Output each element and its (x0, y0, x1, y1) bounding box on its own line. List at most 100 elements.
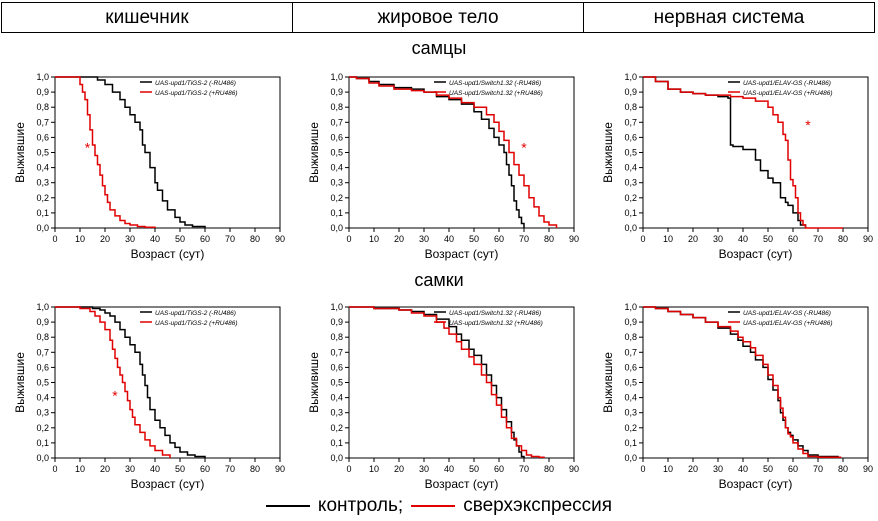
y-tick-label: 0,4 (36, 163, 49, 173)
overexpression-survival-curve (349, 306, 545, 458)
y-tick-label: 0,8 (330, 102, 343, 112)
y-tick-label: 0,6 (330, 362, 343, 372)
control-survival-curve (55, 306, 206, 458)
y-tick-label: 0,1 (36, 208, 49, 218)
overexpression-survival-curve (643, 76, 843, 229)
x-tick-label: 70 (813, 464, 823, 474)
plot-frame (642, 306, 869, 459)
survival-plot-svg: 0 10 20 30 40 50 60 70 80 90 0,0 0,1 0,2 0,3 0,4 0,5 0,6… (601, 72, 873, 261)
x-tick-label: 10 (75, 464, 85, 474)
x-tick-label: 40 (150, 464, 160, 474)
control-survival-curve (349, 306, 525, 458)
x-tick-label: 60 (788, 234, 798, 244)
x-tick-label: 20 (688, 464, 698, 474)
y-axis-label: Выжившие (601, 122, 615, 183)
y-tick-label: 1,0 (624, 302, 637, 312)
y-tick-label: 0,0 (36, 453, 49, 463)
y-tick-label: 0,8 (36, 102, 49, 112)
x-tick-label: 0 (52, 464, 57, 474)
y-tick-label: 0,4 (624, 163, 637, 173)
y-tick-label: 0,2 (330, 423, 343, 433)
control-legend-label: контроль; (317, 495, 404, 516)
x-tick-label: 90 (863, 234, 873, 244)
y-tick-label: 0,2 (624, 423, 637, 433)
y-axis-label: Выжившие (601, 352, 615, 413)
x-tick-label: 50 (175, 234, 185, 244)
x-tick-label: 50 (469, 464, 479, 474)
chart-female-fat-body: 0 10 20 30 40 50 60 70 80 90 0,0 0,1 0,2 0,3 0,4 0,5 0,6… (294, 292, 584, 497)
y-tick-label: 0,5 (624, 148, 637, 158)
y-tick-label: 0,9 (624, 87, 637, 97)
y-tick-label: 0,3 (330, 178, 343, 188)
x-tick-label: 60 (200, 464, 210, 474)
y-tick-label: 0,7 (624, 117, 637, 127)
y-tick-label: 0,6 (330, 132, 343, 142)
x-tick-label: 70 (225, 464, 235, 474)
y-tick-label: 0,2 (36, 423, 49, 433)
survival-plot-svg: 0 10 20 30 40 50 60 70 80 90 0,0 0,1 0,2 0,3 0,4 0,5 0,6… (307, 72, 579, 261)
legend-entry: UAS-upd1/Switch1.32 (-RU486) (449, 310, 541, 317)
y-tick-label: 0,3 (624, 408, 637, 418)
control-survival-curve (643, 306, 839, 458)
y-tick-label: 0,2 (36, 193, 49, 203)
significance-asterisk: * (521, 140, 527, 156)
x-tick-label: 60 (494, 464, 504, 474)
x-tick-label: 90 (863, 464, 873, 474)
x-tick-label: 10 (369, 234, 379, 244)
survival-plot-svg: 0 10 20 30 40 50 60 70 80 90 0,0 0,1 0,2 0,3 0,4 0,5 0,6… (601, 302, 873, 491)
x-tick-label: 50 (763, 234, 773, 244)
x-tick-label: 30 (125, 464, 135, 474)
x-tick-label: 30 (125, 234, 135, 244)
y-tick-label: 1,0 (36, 72, 49, 82)
legend-entry: UAS-upd1/TiGS-2 (+RU486) (155, 90, 238, 97)
overexpression-legend-label: сверхэкспрессия (463, 495, 613, 516)
x-tick-label: 10 (663, 234, 673, 244)
x-tick-label: 40 (738, 234, 748, 244)
y-tick-label: 0,1 (36, 438, 49, 448)
y-tick-label: 1,0 (36, 302, 49, 312)
legend-entry: UAS-upd1/ELAV-GS (+RU486) (743, 90, 833, 97)
y-tick-label: 0,5 (330, 378, 343, 388)
header-nervous-system: нервная система (583, 3, 874, 32)
control-survival-curve (349, 76, 525, 228)
y-tick-label: 0,6 (624, 362, 637, 372)
y-tick-label: 0,0 (36, 223, 49, 233)
significance-asterisk: * (85, 140, 91, 156)
overexpression-survival-curve (643, 306, 842, 458)
y-tick-label: 0,4 (36, 393, 49, 403)
x-tick-label: 80 (544, 234, 554, 244)
y-tick-label: 0,0 (624, 223, 637, 233)
control-survival-curve (55, 76, 206, 228)
y-tick-label: 0,6 (36, 362, 49, 372)
x-tick-label: 0 (52, 234, 57, 244)
x-tick-label: 70 (225, 234, 235, 244)
y-tick-label: 0,7 (624, 347, 637, 357)
x-tick-label: 50 (469, 234, 479, 244)
y-tick-label: 0,9 (624, 317, 637, 327)
x-tick-label: 10 (75, 234, 85, 244)
y-tick-label: 0,6 (36, 132, 49, 142)
y-tick-label: 0,7 (330, 117, 343, 127)
x-tick-label: 20 (100, 464, 110, 474)
y-axis-label: Выжившие (13, 122, 27, 183)
bottom-legend: контроль; сверхэкспрессия (0, 495, 878, 517)
y-tick-label: 0,9 (330, 87, 343, 97)
legend-entry: UAS-upd1/ELAV-GS (+RU486) (743, 320, 833, 327)
chart-male-gut: 0 10 20 30 40 50 60 70 80 90 0,0 0,1 0,2 0,3 0,4 0,5 0,6… (0, 62, 290, 267)
control-line-swatch (265, 505, 310, 507)
x-tick-label: 20 (394, 464, 404, 474)
y-tick-label: 0,2 (330, 193, 343, 203)
y-tick-label: 0,7 (36, 347, 49, 357)
y-tick-label: 0,6 (624, 132, 637, 142)
x-tick-label: 70 (813, 234, 823, 244)
section-label-males: самцы (411, 38, 467, 58)
x-axis-label: Возраст (сут) (719, 247, 793, 261)
chart-female-gut: 0 10 20 30 40 50 60 70 80 90 0,0 0,1 0,2 0,3 0,4 0,5 0,6… (0, 292, 290, 497)
y-tick-label: 0,8 (36, 332, 49, 342)
y-tick-label: 0,9 (36, 317, 49, 327)
survival-plot-svg: 0 10 20 30 40 50 60 70 80 90 0,0 0,1 0,2 0,3 0,4 0,5 0,6… (13, 302, 285, 491)
x-tick-label: 20 (100, 234, 110, 244)
y-tick-label: 0,0 (330, 223, 343, 233)
x-tick-label: 20 (394, 234, 404, 244)
x-axis-label: Возраст (сут) (425, 477, 499, 491)
